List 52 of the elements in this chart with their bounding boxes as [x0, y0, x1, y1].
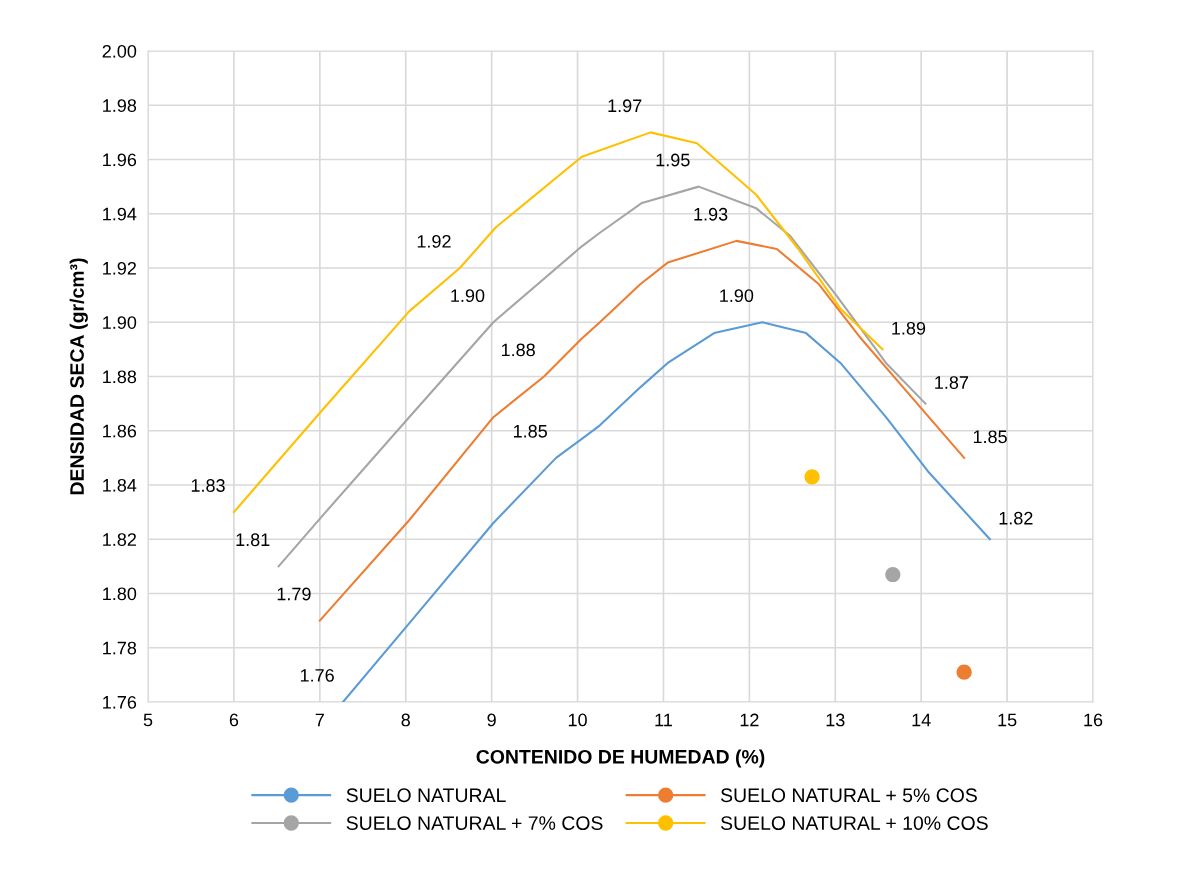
x-tick-label: 7 — [315, 713, 324, 727]
data-label: 1.90 — [451, 289, 485, 303]
legend-label: SUELO NATURAL — [346, 788, 506, 803]
x-axis-title: CONTENIDO DE HUMEDAD (%) — [476, 749, 765, 768]
y-tick-label: 2.00 — [102, 44, 137, 58]
y-tick-label: 1.98 — [103, 99, 137, 112]
data-label: 1.81 — [236, 533, 270, 547]
x-tick-label: 12 — [740, 713, 759, 727]
x-tick-label: 10 — [568, 713, 587, 727]
x-tick-label: 8 — [401, 713, 410, 727]
x-tick-label: 13 — [826, 713, 845, 727]
point — [956, 664, 972, 680]
y-tick-label: 1.78 — [103, 641, 137, 655]
y-axis-title: DENSIDAD SECA (gr/cm³) — [69, 258, 88, 495]
y-tick-label: 1.96 — [103, 153, 137, 167]
y-tick-label: 1.84 — [103, 478, 137, 492]
y-tick-label: 1.82 — [103, 533, 136, 546]
line-series — [232, 131, 884, 514]
y-tick-label: 1.76 — [103, 695, 137, 709]
data-label: 1.95 — [656, 153, 690, 167]
x-tick-label: 15 — [998, 713, 1017, 727]
data-label: 1.87 — [935, 376, 969, 389]
data-label: 1.90 — [720, 289, 754, 303]
data-label: 1.88 — [501, 343, 535, 357]
y-tick-label: 1.86 — [103, 424, 137, 438]
data-label: 1.85 — [513, 424, 547, 438]
data-label: 1.92 — [417, 234, 451, 248]
y-tick-label: 1.94 — [103, 207, 137, 221]
data-label: 1.85 — [973, 430, 1007, 444]
legend-label: SUELO NATURAL + 7% COS — [346, 816, 603, 830]
y-tick-label: 1.90 — [103, 316, 137, 329]
data-label: 1.97 — [608, 99, 642, 113]
y-tick-label: 1.88 — [103, 370, 137, 384]
data-label: 1.93 — [694, 207, 728, 221]
x-tick-label: 5 — [143, 713, 153, 727]
data-label: 1.89 — [892, 321, 926, 335]
data-label: 1.79 — [277, 587, 311, 601]
data-label: 1.76 — [300, 668, 334, 682]
point — [885, 566, 901, 583]
data-label: 1.83 — [191, 479, 225, 492]
x-tick-label: 9 — [487, 713, 496, 727]
legend-label: SUELO NATURAL + 5% COS — [720, 788, 977, 803]
y-tick-label: 1.92 — [103, 261, 136, 275]
line-series — [277, 185, 927, 568]
data-label: 1.82 — [999, 511, 1033, 525]
x-tick-label: 14 — [912, 713, 931, 727]
legend-label: SUELO NATURAL + 10% COS — [720, 816, 988, 830]
x-tick-label: 16 — [1084, 713, 1103, 727]
point — [804, 469, 820, 485]
x-tick-label: 11 — [655, 713, 672, 727]
y-tick-label: 1.80 — [103, 587, 137, 601]
x-tick-label: 6 — [229, 713, 239, 727]
